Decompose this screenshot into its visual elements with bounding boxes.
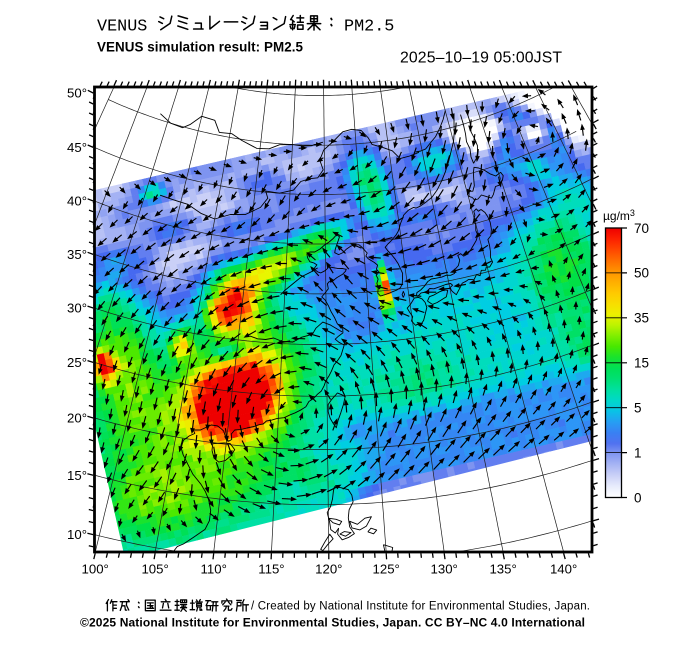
svg-text:115°: 115° (258, 562, 284, 577)
svg-text:125°: 125° (373, 562, 400, 577)
svg-text:130°: 130° (431, 562, 458, 577)
svg-text:0: 0 (634, 490, 642, 505)
svg-text:40°: 40° (67, 194, 87, 209)
svg-text:15°: 15° (67, 468, 87, 483)
svg-text:VENUS simulation result: PM2.5: VENUS simulation result: PM2.5 (97, 40, 304, 55)
svg-text:5: 5 (634, 401, 642, 416)
svg-text:©2025 National Institute for E: ©2025 National Institute for Environment… (80, 616, 585, 630)
svg-text:105°: 105° (141, 562, 168, 577)
svg-text:10°: 10° (67, 527, 87, 542)
svg-text:15: 15 (634, 356, 649, 371)
svg-text:70: 70 (634, 221, 649, 236)
svg-text:50: 50 (634, 266, 649, 281)
svg-text:35°: 35° (67, 247, 87, 262)
svg-text:140°: 140° (550, 562, 577, 577)
svg-text:110°: 110° (201, 562, 227, 577)
svg-text:PM2.5: PM2.5 (344, 18, 394, 37)
svg-text:35: 35 (634, 311, 649, 326)
svg-text:/ Created by National Institut: / Created by National Institute for Envi… (251, 601, 590, 613)
svg-text:120°: 120° (315, 562, 342, 577)
svg-text:135°: 135° (489, 562, 516, 577)
svg-text:30°: 30° (67, 301, 87, 316)
svg-text:1: 1 (634, 445, 642, 460)
svg-text:25°: 25° (67, 355, 87, 370)
svg-text:2025–10–19 05:00JST: 2025–10–19 05:00JST (400, 50, 562, 67)
svg-text:45°: 45° (67, 140, 87, 155)
svg-text:50°: 50° (67, 86, 87, 101)
svg-text:VENUS: VENUS (97, 18, 147, 37)
svg-text:100°: 100° (82, 562, 109, 577)
svg-text:20°: 20° (67, 411, 87, 426)
